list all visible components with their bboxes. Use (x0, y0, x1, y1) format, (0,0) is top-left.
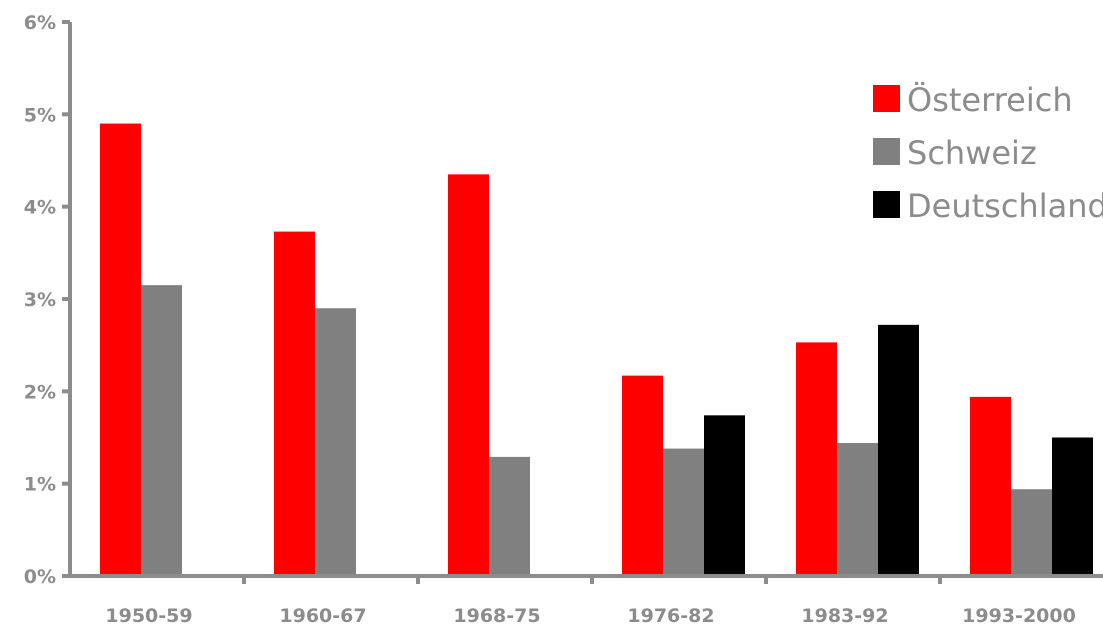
bar--sterreich-1993-2000 (970, 396, 1011, 576)
bar-schweiz-1950-59 (141, 285, 182, 576)
bar--sterreich-1968-75 (448, 174, 489, 576)
legend-label: Deutschland (907, 187, 1103, 225)
bar--sterreich-1960-67 (274, 231, 315, 576)
x-tick-label: 1950-59 (105, 605, 192, 627)
y-tick-label: 2% (24, 381, 56, 403)
y-tick-label: 4% (24, 197, 56, 219)
legend-swatch (873, 138, 900, 165)
bar-schweiz-1960-67 (315, 308, 356, 576)
y-tick-label: 5% (24, 104, 56, 126)
bar-deutschland-1983-92 (878, 324, 919, 576)
labels-group: 0% 1% 2% 3% 4% 5% 6% 1950-59 1960-67 1968-75 1976-… (24, 12, 1076, 627)
y-tick-label: 6% (24, 12, 56, 34)
bar-deutschland-1993-2000 (1052, 437, 1093, 576)
y-tick-label: 1% (24, 474, 56, 496)
bars-group (100, 123, 1093, 577)
legend-label: Österreich (907, 81, 1073, 119)
x-tick-label: 1976-82 (627, 605, 714, 627)
bar--sterreich-1983-92 (796, 342, 837, 576)
bar-schweiz-1993-2000 (1011, 489, 1052, 576)
legend: Österreich Schweiz Deutschland (873, 81, 1103, 225)
bar--sterreich-1976-82 (622, 375, 663, 576)
bar-schweiz-1983-92 (837, 443, 878, 576)
bar-schweiz-1976-82 (663, 448, 704, 576)
bar-deutschland-1976-82 (704, 415, 745, 576)
legend-swatch (873, 191, 900, 218)
x-tick-label: 1993-2000 (962, 605, 1076, 627)
bar--sterreich-1950-59 (100, 123, 141, 577)
x-tick-label: 1960-67 (279, 605, 366, 627)
x-tick-label: 1968-75 (453, 605, 540, 627)
legend-swatch (873, 85, 900, 112)
y-tick-label: 3% (24, 289, 56, 311)
y-tick-label: 0% (24, 566, 56, 588)
bar-schweiz-1968-75 (489, 456, 530, 576)
x-tick-label: 1983-92 (801, 605, 888, 627)
legend-label: Schweiz (907, 134, 1037, 172)
axes-group (62, 20, 1103, 584)
